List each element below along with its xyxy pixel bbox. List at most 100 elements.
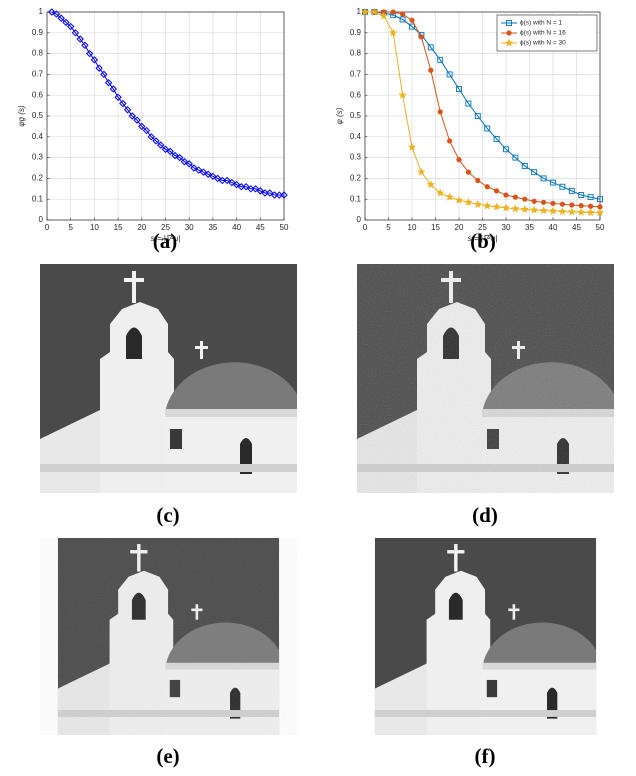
- point: [511, 204, 520, 213]
- point: [578, 192, 585, 198]
- point: [95, 64, 103, 72]
- y-tick-label: 0.8: [350, 49, 362, 58]
- point: [138, 122, 146, 131]
- point: [456, 157, 462, 163]
- point: [586, 207, 595, 217]
- point: [493, 135, 500, 142]
- point: [128, 112, 137, 120]
- x-tick-label: 30: [185, 223, 194, 232]
- plot-frame: [46, 11, 285, 221]
- y-tick-label: 1: [39, 7, 44, 16]
- y-axis-label: φ (s): [335, 107, 344, 124]
- point: [123, 106, 132, 114]
- point: [180, 158, 189, 166]
- x-tick-label: 50: [280, 223, 289, 232]
- point: [465, 169, 472, 175]
- point: [569, 202, 575, 208]
- point: [398, 90, 407, 99]
- point: [62, 18, 70, 27]
- x-tick-label: 5: [68, 223, 73, 232]
- y-tick-label: 0: [357, 215, 362, 224]
- y-tick-label: 1: [357, 7, 362, 16]
- legend-marker: [506, 30, 512, 36]
- x-tick-label: 35: [525, 223, 534, 232]
- x-tick-label: 30: [502, 223, 511, 232]
- y-tick-label: 0.6: [32, 90, 44, 99]
- point: [109, 85, 118, 93]
- x-tick-label: 45: [256, 223, 265, 232]
- point: [161, 145, 170, 153]
- point: [503, 192, 509, 198]
- point: [242, 183, 250, 191]
- point: [473, 199, 483, 209]
- caption: (b): [470, 229, 496, 253]
- x-tick-label: 15: [431, 223, 440, 232]
- point: [531, 169, 538, 176]
- point: [445, 192, 454, 201]
- x-tick-label: 50: [596, 223, 605, 232]
- series-line: [365, 11, 601, 200]
- point: [379, 11, 389, 20]
- image-e: [40, 538, 297, 735]
- point: [576, 207, 586, 216]
- point: [522, 196, 528, 202]
- point: [157, 141, 165, 149]
- point: [427, 44, 434, 51]
- point: [456, 86, 462, 92]
- point: [597, 196, 603, 203]
- point: [447, 138, 453, 144]
- x-tick-label: 15: [114, 223, 123, 232]
- y-tick-label: 0.8: [32, 49, 44, 58]
- y-tick-label: 0.5: [32, 111, 44, 120]
- point: [426, 180, 436, 189]
- legend-label: ϕ(s) with N = 1: [520, 20, 562, 27]
- point: [503, 146, 509, 153]
- point: [232, 180, 241, 189]
- point: [501, 203, 511, 212]
- point: [194, 166, 203, 174]
- caption: (f): [475, 744, 496, 768]
- point: [578, 203, 584, 209]
- legend-label: ϕ(s) with N = 16: [520, 30, 566, 37]
- x-axis-label: s = |∇²u|: [468, 234, 498, 243]
- y-tick-label: 0.3: [350, 153, 362, 162]
- point: [492, 202, 501, 211]
- point: [550, 200, 556, 206]
- point: [567, 207, 577, 216]
- point: [256, 187, 265, 195]
- point: [228, 178, 236, 187]
- point: [142, 126, 151, 135]
- point: [464, 197, 473, 206]
- point: [388, 28, 398, 37]
- y-tick-label: 0: [39, 215, 44, 224]
- point: [237, 183, 246, 191]
- plot-frame: [364, 11, 601, 221]
- point: [251, 185, 260, 193]
- image-d: [357, 264, 614, 493]
- point: [166, 147, 174, 156]
- point: [266, 189, 274, 197]
- caption: (c): [156, 503, 179, 527]
- point: [100, 70, 108, 79]
- legend-label: ϕ(s) with N = 30: [520, 40, 566, 47]
- point: [52, 10, 61, 18]
- image-c: [40, 264, 297, 493]
- point: [104, 79, 113, 87]
- point: [90, 56, 99, 64]
- point: [223, 176, 231, 185]
- legend-marker: [504, 38, 514, 47]
- point: [261, 189, 269, 197]
- legend-marker: [506, 20, 512, 26]
- x-tick-label: 45: [572, 223, 581, 232]
- point: [559, 183, 566, 190]
- point: [417, 167, 426, 176]
- x-tick-label: 25: [478, 223, 487, 232]
- point: [213, 174, 222, 183]
- point: [512, 194, 519, 200]
- y-axis-label: φg (s): [17, 105, 26, 127]
- y-tick-label: 0.9: [350, 28, 362, 37]
- y-tick-label: 0.9: [32, 28, 44, 37]
- point: [390, 9, 396, 15]
- point: [550, 179, 556, 186]
- point: [147, 133, 155, 141]
